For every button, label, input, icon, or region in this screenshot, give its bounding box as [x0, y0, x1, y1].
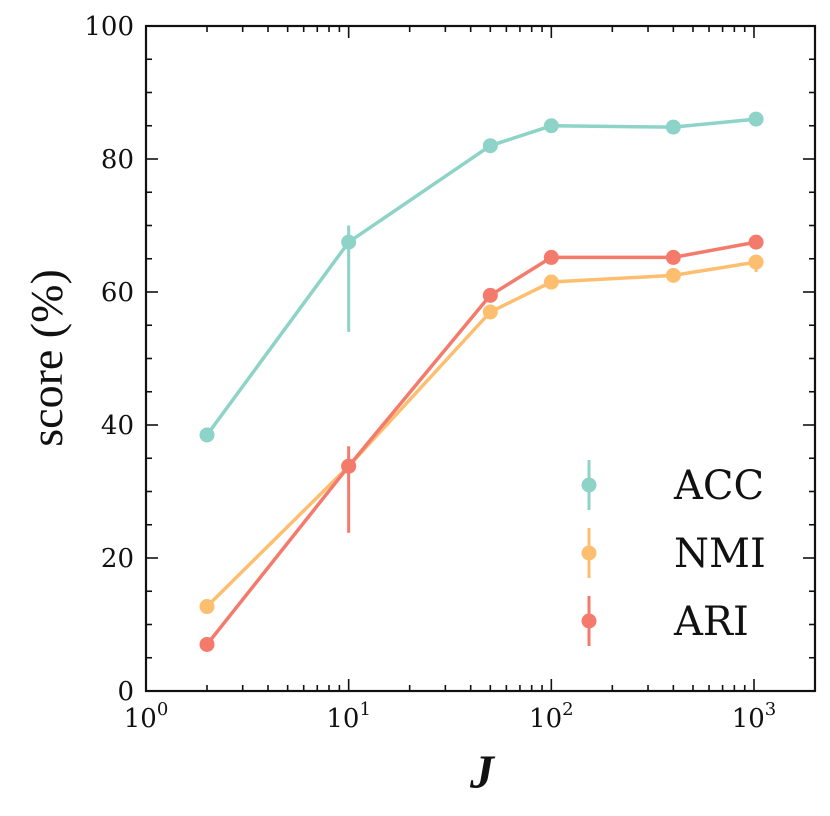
- ticks-layer: 0 20 40 60 80 100 100 101 102 103: [84, 12, 816, 734]
- legend-marker-nmi: [581, 545, 597, 561]
- data-point-acc: [341, 234, 357, 250]
- data-point-ari: [341, 458, 357, 474]
- data-point-ari: [482, 287, 498, 303]
- x-tick-label: 102: [529, 699, 574, 734]
- legend-label-ari: ARI: [673, 599, 749, 645]
- data-point-ari: [543, 249, 559, 265]
- data-point-acc: [543, 118, 559, 134]
- plot-frame: [144, 24, 817, 693]
- x-tick-label: 101: [326, 699, 371, 734]
- data-point-acc: [748, 111, 764, 127]
- data-point-nmi: [665, 267, 681, 283]
- data-point-ari: [199, 636, 215, 652]
- legend-item-nmi: NMI: [581, 528, 766, 578]
- data-point-ari: [748, 234, 764, 250]
- series-ari: [199, 234, 764, 652]
- y-tick-label: 60: [101, 278, 134, 308]
- data-point-nmi: [748, 254, 764, 270]
- x-axis-title: J: [469, 746, 496, 799]
- x-tick-label: 100: [124, 699, 169, 734]
- series-line-nmi: [205, 260, 757, 608]
- legend-label-acc: ACC: [673, 463, 764, 509]
- series-line-acc: [205, 117, 757, 437]
- series-line-ari: [205, 240, 757, 646]
- y-tick-label: 40: [101, 411, 134, 441]
- data-point-nmi: [482, 304, 498, 320]
- series-acc: [199, 111, 764, 443]
- data-point-acc: [199, 427, 215, 443]
- legend-marker-acc: [581, 477, 597, 493]
- data-point-ari: [665, 249, 681, 265]
- y-tick-label: 80: [101, 145, 134, 175]
- legend-marker-ari: [581, 613, 597, 629]
- data-point-acc: [482, 138, 498, 154]
- legend-item-acc: ACC: [581, 460, 764, 510]
- legend-item-ari: ARI: [581, 596, 749, 646]
- data-point-acc: [665, 119, 681, 135]
- legend-label-nmi: NMI: [674, 531, 766, 577]
- y-tick-label: 20: [101, 544, 134, 574]
- data-point-nmi: [543, 274, 559, 290]
- data-point-nmi: [199, 599, 215, 615]
- y-axis-title: score (%): [21, 269, 72, 447]
- x-tick-label: 103: [732, 699, 777, 734]
- legend: ACC NMI ARI: [581, 460, 766, 646]
- y-tick-label: 0: [117, 677, 134, 707]
- plot-frame-layer: [144, 24, 817, 693]
- y-tick-label: 100: [84, 12, 134, 42]
- series-layer: [199, 111, 764, 652]
